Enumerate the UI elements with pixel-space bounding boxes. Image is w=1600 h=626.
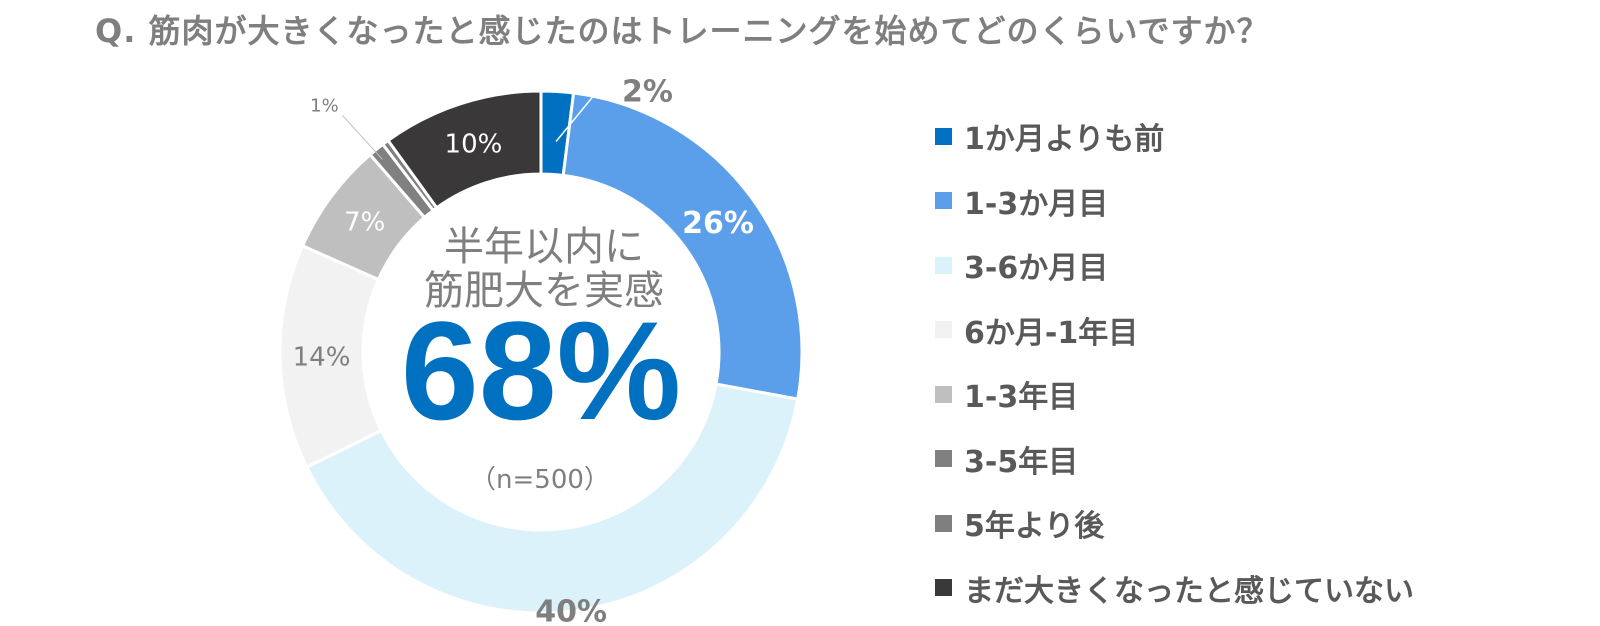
legend-label-5: 1-3年目 [964,380,1079,415]
legend-item-2: 1-3か月目 [935,183,1108,222]
legend-item-8: まだ大きくなったと感じていない [935,570,1414,609]
slice-8-label: 10% [445,130,503,160]
legend-swatch-1 [935,127,952,145]
legend-swatch-4 [935,321,952,338]
slice-2-arc [561,91,804,401]
legend-swatch-8 [935,579,952,596]
slice-3-label: 40% [535,594,607,626]
donut-slices [278,89,804,615]
legend-swatch-2 [935,192,952,209]
chart-title: Q. 筋肉が大きくなったと感じたのはトレーニングを始めてどのくらいですか？ [95,12,1270,50]
slice-labels: 2% 26% 40% 14% 7% 1% 10% [293,75,754,626]
slice-5-label: 7% [344,208,385,238]
legend-label-8: まだ大きくなったと感じていない [964,573,1414,609]
leader-line-1 [555,93,597,142]
legend-label-3: 3-6か月目 [964,251,1109,286]
slice-8-arc [386,89,543,210]
legend-swatch-5 [935,385,952,403]
slice-3-arc [304,382,800,615]
leader-line-6 [342,115,383,160]
legend-item-6: 3-5年目 [935,441,1078,480]
legend-item-1: 1か月よりも前 [935,118,1164,157]
center-text-line1: 半年以内に [444,224,644,270]
legend-label-1: 1か月よりも前 [964,122,1165,157]
legend-item-4: 6か月-1年目 [935,312,1138,351]
legend-label-4: 6か月-1年目 [964,315,1139,351]
legend-item-5: 1-3年目 [935,376,1078,415]
leader-lines [342,93,597,160]
legend-label-7: 5年より後 [964,509,1105,544]
legend-swatch-6 [935,450,952,467]
center-annotation: 半年以内に 筋肥大を実感 68% （n=500） [401,224,681,495]
slice-1-label: 2% [622,75,673,110]
legend-swatch-7 [935,514,952,532]
legend-label-2: 1-3か月目 [964,186,1109,222]
legend-item-3: 3-6か月目 [935,247,1108,286]
slice-4-label: 14% [293,342,351,372]
legend-swatch-3 [935,256,952,274]
center-text-line2: 筋肥大を実感 [424,268,664,314]
legend-label-6: 3-5年目 [964,444,1079,480]
slice-6-label: 1% [310,95,339,116]
center-sample-size: （n=500） [470,465,610,495]
slice-2-label: 26% [682,206,754,241]
center-big-percent: 68% [401,292,681,449]
legend-item-7: 5年より後 [935,505,1104,544]
